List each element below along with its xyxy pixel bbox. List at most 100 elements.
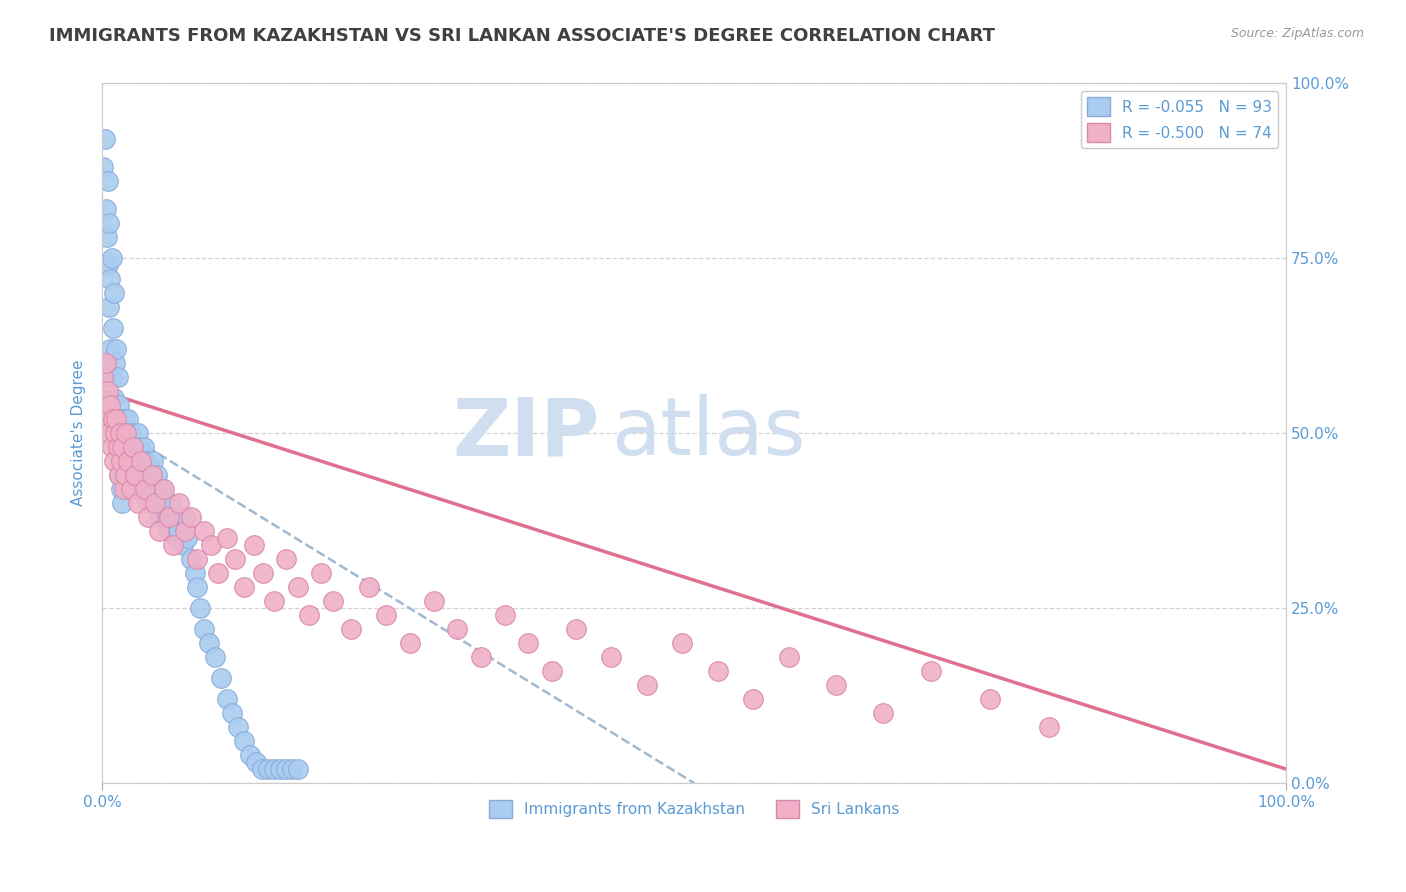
Point bbox=[112, 482, 135, 496]
Point bbox=[257, 762, 280, 776]
Point bbox=[180, 552, 202, 566]
Point bbox=[160, 496, 183, 510]
Point bbox=[100, 370, 122, 384]
Point bbox=[145, 496, 167, 510]
Point bbox=[100, 440, 122, 454]
Point bbox=[120, 482, 142, 496]
Point bbox=[157, 524, 180, 538]
Point bbox=[108, 412, 131, 426]
Point bbox=[228, 720, 250, 734]
Point bbox=[100, 343, 122, 357]
Point bbox=[422, 594, 444, 608]
Point bbox=[124, 454, 146, 468]
Point bbox=[671, 636, 693, 650]
Point bbox=[263, 762, 285, 776]
Point bbox=[872, 706, 894, 720]
Point bbox=[103, 454, 125, 468]
Point bbox=[108, 426, 131, 441]
Point bbox=[141, 468, 163, 483]
Point bbox=[180, 510, 202, 524]
Point bbox=[143, 482, 166, 496]
Point bbox=[207, 566, 229, 581]
Point bbox=[135, 482, 157, 496]
Point bbox=[138, 510, 160, 524]
Point bbox=[209, 671, 232, 685]
Text: ZIP: ZIP bbox=[453, 394, 599, 472]
Point bbox=[117, 454, 139, 468]
Point bbox=[706, 664, 728, 678]
Point bbox=[174, 524, 197, 538]
Point bbox=[155, 510, 177, 524]
Point bbox=[309, 566, 332, 581]
Point bbox=[129, 454, 152, 468]
Point bbox=[120, 426, 142, 441]
Point bbox=[110, 482, 132, 496]
Point bbox=[193, 622, 215, 636]
Point bbox=[141, 468, 163, 483]
Point bbox=[98, 426, 121, 441]
Point bbox=[375, 608, 398, 623]
Point bbox=[93, 161, 115, 175]
Y-axis label: Associate's Degree: Associate's Degree bbox=[72, 360, 86, 507]
Point bbox=[105, 412, 128, 426]
Point bbox=[107, 398, 129, 412]
Point bbox=[979, 692, 1001, 706]
Point bbox=[105, 343, 128, 357]
Point bbox=[104, 356, 127, 370]
Point bbox=[224, 552, 246, 566]
Point bbox=[274, 552, 297, 566]
Point bbox=[114, 468, 136, 483]
Point bbox=[98, 216, 121, 230]
Point bbox=[148, 524, 170, 538]
Point bbox=[274, 762, 297, 776]
Point bbox=[111, 440, 134, 454]
Point bbox=[98, 301, 121, 315]
Point bbox=[148, 496, 170, 510]
Point bbox=[825, 678, 848, 692]
Point bbox=[129, 454, 152, 468]
Point bbox=[600, 650, 623, 665]
Point bbox=[111, 496, 134, 510]
Point bbox=[541, 664, 564, 678]
Point bbox=[162, 510, 184, 524]
Point bbox=[269, 762, 291, 776]
Point bbox=[103, 391, 125, 405]
Point bbox=[128, 440, 150, 454]
Point bbox=[97, 384, 120, 399]
Point bbox=[263, 594, 285, 608]
Point bbox=[94, 202, 117, 217]
Point bbox=[138, 461, 160, 475]
Point bbox=[167, 496, 190, 510]
Point bbox=[280, 762, 302, 776]
Point bbox=[107, 370, 129, 384]
Point bbox=[446, 622, 468, 636]
Point bbox=[132, 440, 155, 454]
Point bbox=[105, 412, 128, 426]
Point bbox=[146, 482, 169, 496]
Point bbox=[104, 426, 127, 441]
Point bbox=[167, 524, 190, 538]
Point bbox=[357, 580, 380, 594]
Point bbox=[107, 440, 129, 454]
Point bbox=[118, 454, 141, 468]
Point bbox=[742, 692, 765, 706]
Point bbox=[125, 468, 148, 483]
Point bbox=[494, 608, 516, 623]
Point bbox=[110, 454, 132, 468]
Point bbox=[470, 650, 492, 665]
Text: atlas: atlas bbox=[612, 394, 806, 472]
Point bbox=[250, 762, 273, 776]
Point bbox=[172, 538, 194, 552]
Point bbox=[107, 440, 129, 454]
Point bbox=[127, 496, 149, 510]
Point bbox=[287, 762, 309, 776]
Point bbox=[93, 398, 115, 412]
Point bbox=[221, 706, 243, 720]
Point bbox=[122, 440, 145, 454]
Point bbox=[152, 496, 174, 510]
Point bbox=[101, 321, 124, 335]
Point bbox=[114, 412, 136, 426]
Point bbox=[186, 580, 208, 594]
Point bbox=[108, 454, 131, 468]
Point bbox=[215, 531, 238, 545]
